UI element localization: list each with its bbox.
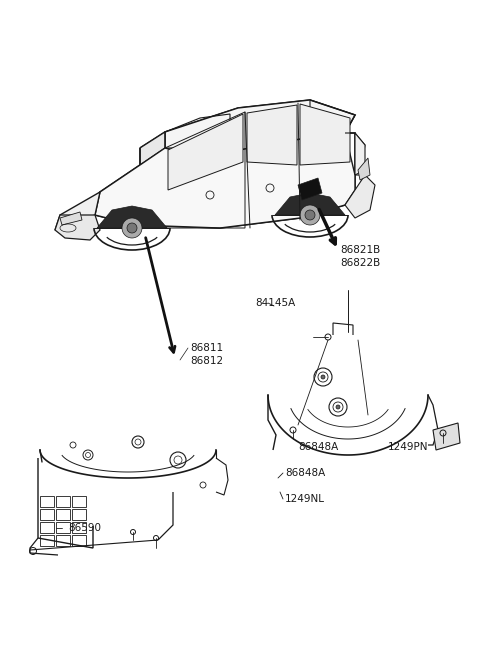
Text: 84145A: 84145A: [255, 298, 295, 308]
Bar: [40, 522, 54, 533]
Text: 86812: 86812: [190, 356, 223, 366]
Circle shape: [321, 375, 325, 379]
Polygon shape: [168, 114, 243, 190]
Bar: [40, 496, 54, 507]
Text: 1249PN: 1249PN: [388, 442, 429, 452]
Text: 86821B: 86821B: [340, 245, 380, 255]
Polygon shape: [433, 423, 460, 450]
Bar: [40, 509, 54, 520]
Polygon shape: [140, 132, 165, 165]
Bar: [72, 509, 86, 520]
Circle shape: [305, 210, 315, 220]
Polygon shape: [345, 175, 375, 218]
Bar: [56, 496, 70, 507]
Polygon shape: [55, 192, 100, 230]
Text: 86848A: 86848A: [298, 442, 338, 452]
Bar: [72, 535, 86, 546]
Text: 86590: 86590: [68, 523, 101, 533]
Bar: [56, 509, 70, 520]
Text: 1249NL: 1249NL: [285, 494, 325, 504]
Polygon shape: [247, 105, 297, 165]
Polygon shape: [355, 133, 365, 175]
Text: 86811: 86811: [190, 343, 223, 353]
Polygon shape: [60, 212, 82, 225]
Polygon shape: [95, 133, 355, 228]
Bar: [72, 496, 86, 507]
Polygon shape: [300, 104, 350, 165]
Polygon shape: [165, 100, 355, 158]
Bar: [40, 535, 54, 546]
Bar: [72, 522, 86, 533]
Circle shape: [122, 218, 142, 238]
Bar: [56, 535, 70, 546]
Polygon shape: [358, 158, 370, 180]
Bar: [56, 522, 70, 533]
Polygon shape: [275, 193, 345, 215]
Circle shape: [300, 205, 320, 225]
Text: 86848A: 86848A: [285, 468, 325, 478]
Text: 86822B: 86822B: [340, 258, 380, 268]
Circle shape: [336, 405, 340, 409]
Circle shape: [127, 223, 137, 233]
Polygon shape: [55, 215, 100, 240]
Polygon shape: [97, 206, 167, 228]
Polygon shape: [298, 178, 322, 200]
